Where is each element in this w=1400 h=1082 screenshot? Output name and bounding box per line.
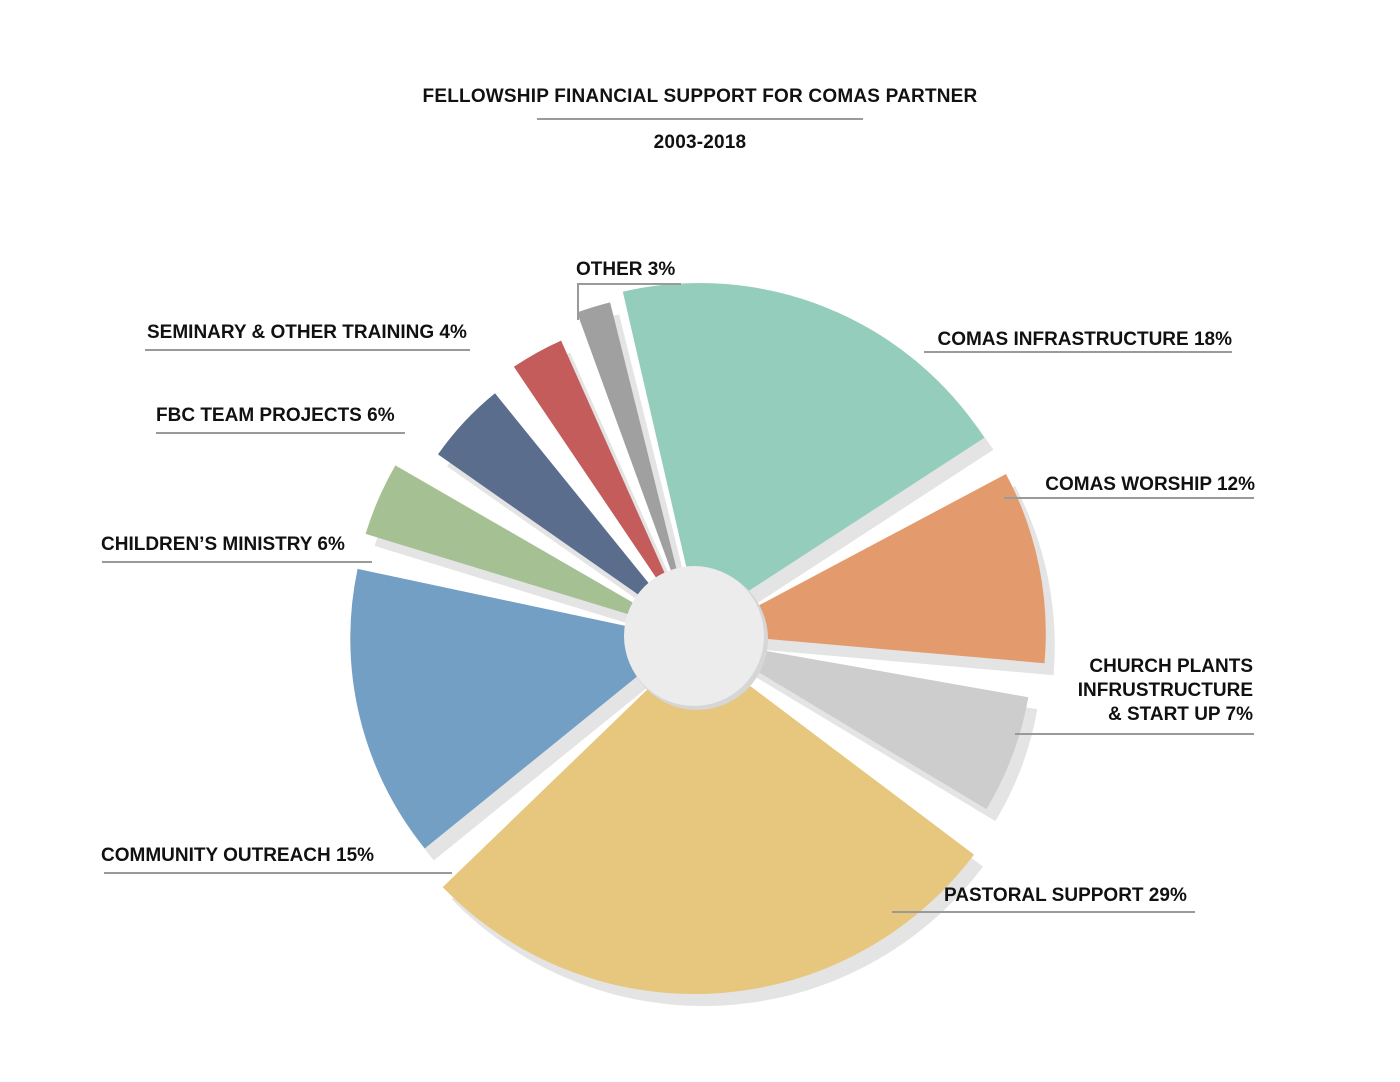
label-fbc-team-projects: FBC TEAM PROJECTS 6% xyxy=(156,405,395,426)
slice-community-outreach xyxy=(350,568,685,849)
label-seminary: SEMINARY & OTHER TRAINING 4% xyxy=(147,322,467,343)
slice-childrens-ministry xyxy=(365,465,682,631)
label-church-plants-line3: & START UP 7% xyxy=(1108,704,1253,725)
slice-comas-worship xyxy=(705,474,1046,664)
label-comas-worship: COMAS WORSHIP 12% xyxy=(1045,474,1255,495)
title-divider xyxy=(537,118,863,120)
chart-title: FELLOWSHIP FINANCIAL SUPPORT FOR COMAS P… xyxy=(422,86,978,107)
label-pastoral-support: PASTORAL SUPPORT 29% xyxy=(944,885,1187,906)
leader-other xyxy=(577,283,681,320)
slice-comas-infrastructure xyxy=(622,282,985,624)
label-church-plants-line1: CHURCH PLANTS xyxy=(1089,656,1253,677)
label-community-outreach: COMMUNITY OUTREACH 15% xyxy=(101,845,375,866)
slice-fbc-team-projects xyxy=(438,393,684,627)
slice-seminary xyxy=(513,340,688,624)
chart-subtitle: 2003-2018 xyxy=(653,132,747,153)
leader-lines xyxy=(102,283,1254,913)
label-other: OTHER 3% xyxy=(576,259,676,280)
slices xyxy=(350,282,1046,994)
center-hub xyxy=(624,566,764,706)
slice-other xyxy=(577,302,690,623)
slice-pastoral-support xyxy=(442,643,974,994)
label-church-plants-line2: INFRUSTRUCTURE xyxy=(1077,680,1253,701)
label-comas-infrastructure: COMAS INFRASTRUCTURE 18% xyxy=(937,329,1232,350)
label-childrens-ministry: CHILDREN’S MINISTRY 6% xyxy=(101,534,345,555)
slice-church-plants xyxy=(705,640,1029,810)
